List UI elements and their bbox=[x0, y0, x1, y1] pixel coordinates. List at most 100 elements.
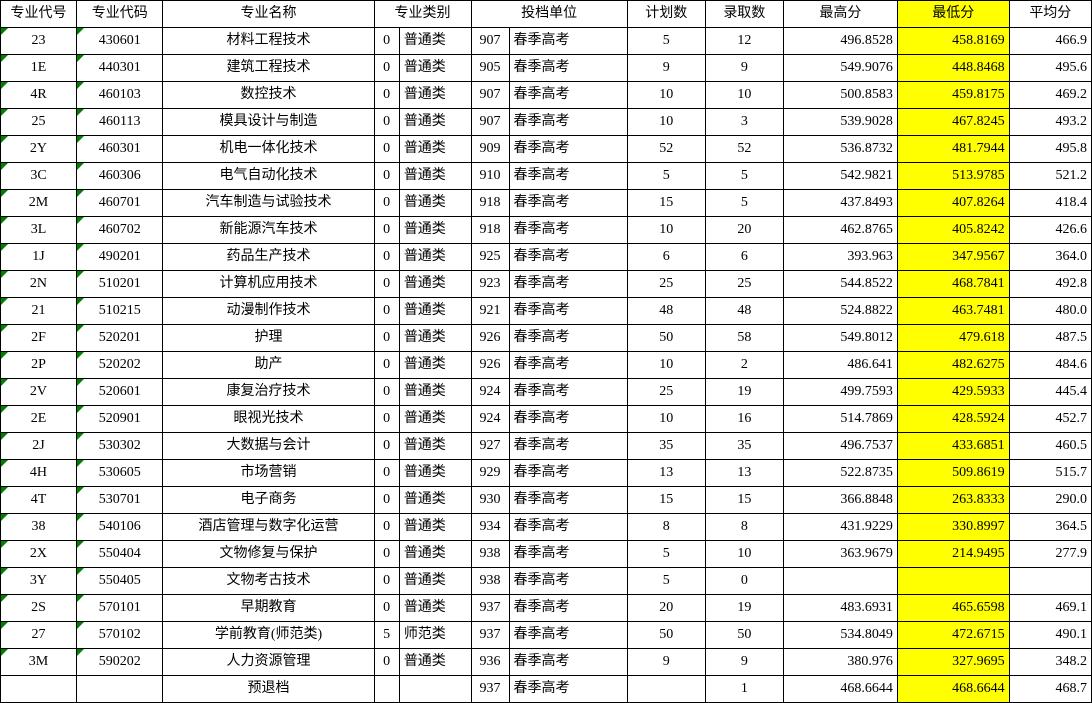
cell-c6: 春季高考 bbox=[509, 28, 627, 55]
cell-c6: 春季高考 bbox=[509, 676, 627, 703]
cell-c8: 5 bbox=[705, 163, 783, 190]
cell-c4: 普通类 bbox=[399, 136, 471, 163]
cell-c3: 0 bbox=[374, 406, 399, 433]
cell-c8: 3 bbox=[705, 109, 783, 136]
cell-c4: 普通类 bbox=[399, 298, 471, 325]
cell-c2: 计算机应用技术 bbox=[163, 271, 374, 298]
table-row: 2J530302大数据与会计0普通类927春季高考3535496.7537433… bbox=[1, 433, 1092, 460]
cell-c0: 2V bbox=[1, 379, 77, 406]
cell-c9: 431.9229 bbox=[783, 514, 897, 541]
cell-c1: 530701 bbox=[76, 487, 163, 514]
cell-c0: 4R bbox=[1, 82, 77, 109]
table-row: 2X550404文物修复与保护0普通类938春季高考510363.9679214… bbox=[1, 541, 1092, 568]
cell-c8: 9 bbox=[705, 55, 783, 82]
cell-c3: 0 bbox=[374, 190, 399, 217]
cell-c4: 普通类 bbox=[399, 163, 471, 190]
col-header-category: 专业类别 bbox=[374, 1, 471, 28]
cell-c1: 510215 bbox=[76, 298, 163, 325]
table-row: 38540106酒店管理与数字化运营0普通类934春季高考88431.92293… bbox=[1, 514, 1092, 541]
cell-c9: 544.8522 bbox=[783, 271, 897, 298]
cell-c3: 0 bbox=[374, 271, 399, 298]
cell-c2: 康复治疗技术 bbox=[163, 379, 374, 406]
table-row: 2V520601康复治疗技术0普通类924春季高考2519499.7593429… bbox=[1, 379, 1092, 406]
cell-c0: 23 bbox=[1, 28, 77, 55]
cell-c0: 2F bbox=[1, 325, 77, 352]
cell-c3: 0 bbox=[374, 595, 399, 622]
table-row: 2M460701汽车制造与试验技术0普通类918春季高考155437.84934… bbox=[1, 190, 1092, 217]
cell-c7: 52 bbox=[627, 136, 705, 163]
cell-c7: 35 bbox=[627, 433, 705, 460]
cell-c6: 春季高考 bbox=[509, 298, 627, 325]
cell-c7: 5 bbox=[627, 541, 705, 568]
cell-c8: 12 bbox=[705, 28, 783, 55]
col-header-major-id: 专业代号 bbox=[1, 1, 77, 28]
cell-c8: 13 bbox=[705, 460, 783, 487]
cell-c10: 347.9567 bbox=[897, 244, 1009, 271]
table-row: 2N510201计算机应用技术0普通类923春季高考2525544.852246… bbox=[1, 271, 1092, 298]
cell-c5: 938 bbox=[471, 568, 509, 595]
cell-c1: 520901 bbox=[76, 406, 163, 433]
cell-c3 bbox=[374, 676, 399, 703]
cell-c5: 924 bbox=[471, 379, 509, 406]
cell-c4: 普通类 bbox=[399, 595, 471, 622]
cell-c3: 0 bbox=[374, 460, 399, 487]
cell-c3: 0 bbox=[374, 136, 399, 163]
cell-c4: 普通类 bbox=[399, 433, 471, 460]
cell-c11: 487.5 bbox=[1009, 325, 1091, 352]
table-row: 4H530605市场营销0普通类929春季高考1313522.8735509.8… bbox=[1, 460, 1092, 487]
cell-c6: 春季高考 bbox=[509, 190, 627, 217]
cell-c3: 0 bbox=[374, 568, 399, 595]
cell-c9: 549.9076 bbox=[783, 55, 897, 82]
table-row: 4T530701电子商务0普通类930春季高考1515366.8848263.8… bbox=[1, 487, 1092, 514]
cell-c10: 463.7481 bbox=[897, 298, 1009, 325]
cell-c0: 27 bbox=[1, 622, 77, 649]
cell-c7: 20 bbox=[627, 595, 705, 622]
cell-c6: 春季高考 bbox=[509, 541, 627, 568]
cell-c0: 2S bbox=[1, 595, 77, 622]
cell-c8: 16 bbox=[705, 406, 783, 433]
col-header-max: 最高分 bbox=[783, 1, 897, 28]
cell-c10: 405.8242 bbox=[897, 217, 1009, 244]
cell-c7: 10 bbox=[627, 82, 705, 109]
cell-c1: 460702 bbox=[76, 217, 163, 244]
cell-c0: 2M bbox=[1, 190, 77, 217]
cell-c11 bbox=[1009, 568, 1091, 595]
cell-c0: 2E bbox=[1, 406, 77, 433]
cell-c8: 6 bbox=[705, 244, 783, 271]
cell-c6: 春季高考 bbox=[509, 109, 627, 136]
cell-c10: 467.8245 bbox=[897, 109, 1009, 136]
cell-c11: 445.4 bbox=[1009, 379, 1091, 406]
cell-c9: 500.8583 bbox=[783, 82, 897, 109]
cell-c8: 35 bbox=[705, 433, 783, 460]
cell-c9: 536.8732 bbox=[783, 136, 897, 163]
cell-c7: 48 bbox=[627, 298, 705, 325]
cell-c6: 春季高考 bbox=[509, 514, 627, 541]
cell-c5: 918 bbox=[471, 190, 509, 217]
cell-c3: 0 bbox=[374, 109, 399, 136]
cell-c4: 普通类 bbox=[399, 28, 471, 55]
cell-c11: 484.6 bbox=[1009, 352, 1091, 379]
cell-c8: 10 bbox=[705, 82, 783, 109]
cell-c2: 药品生产技术 bbox=[163, 244, 374, 271]
cell-c0: 2P bbox=[1, 352, 77, 379]
cell-c6: 春季高考 bbox=[509, 217, 627, 244]
col-header-major-code: 专业代码 bbox=[76, 1, 163, 28]
col-header-major-name: 专业名称 bbox=[163, 1, 374, 28]
cell-c0: 4T bbox=[1, 487, 77, 514]
table-row: 25460113模具设计与制造0普通类907春季高考103539.9028467… bbox=[1, 109, 1092, 136]
cell-c5: 927 bbox=[471, 433, 509, 460]
cell-c10: 459.8175 bbox=[897, 82, 1009, 109]
cell-c7: 15 bbox=[627, 487, 705, 514]
table-row: 4R460103数控技术0普通类907春季高考1010500.8583459.8… bbox=[1, 82, 1092, 109]
cell-c6: 春季高考 bbox=[509, 487, 627, 514]
cell-c2: 新能源汽车技术 bbox=[163, 217, 374, 244]
cell-c9 bbox=[783, 568, 897, 595]
cell-c9: 534.8049 bbox=[783, 622, 897, 649]
cell-c7 bbox=[627, 676, 705, 703]
cell-c8: 1 bbox=[705, 676, 783, 703]
cell-c8: 25 bbox=[705, 271, 783, 298]
cell-c5: 907 bbox=[471, 82, 509, 109]
table-body: 23430601材料工程技术0普通类907春季高考512496.8528458.… bbox=[1, 28, 1092, 703]
cell-c5: 926 bbox=[471, 352, 509, 379]
cell-c11: 492.8 bbox=[1009, 271, 1091, 298]
